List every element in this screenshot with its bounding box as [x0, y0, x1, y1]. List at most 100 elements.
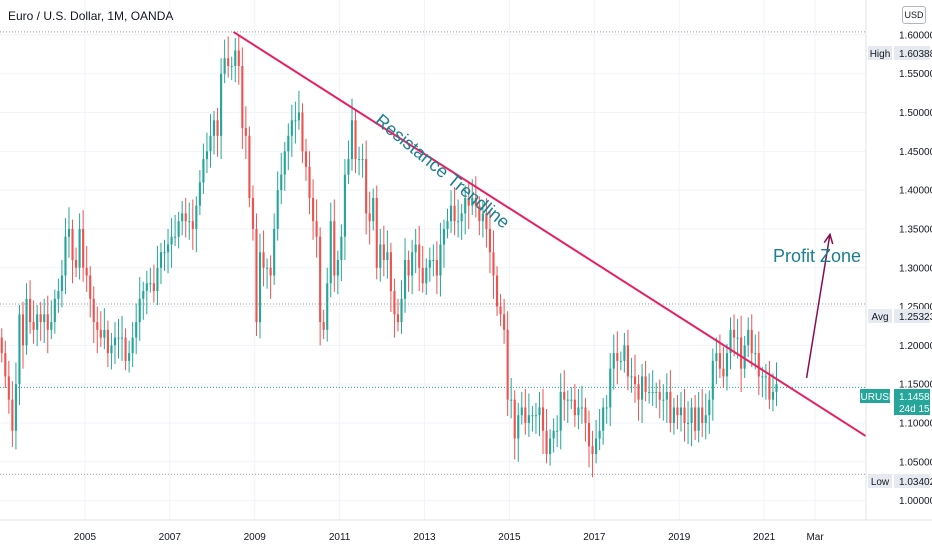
candle-body — [729, 329, 732, 354]
svg-text:EURUSD: EURUSD — [854, 392, 896, 403]
candle-body — [658, 391, 661, 400]
candle-body — [566, 399, 569, 401]
candle-body — [212, 120, 216, 136]
candle-body — [481, 213, 484, 222]
candle-body — [174, 236, 177, 238]
candle-body — [191, 221, 194, 229]
candle-body — [626, 345, 629, 377]
candle-body — [513, 399, 516, 439]
price-tags: High 1.60388 Avg 1.25323 Low 1.03402 EUR… — [854, 46, 932, 488]
candle-body — [262, 252, 265, 268]
candle-body — [149, 283, 152, 285]
current-price-tag: EURUSD 1.14581 24d 15h — [854, 389, 932, 415]
candle-body — [131, 337, 134, 354]
candle-body — [287, 135, 290, 152]
candle-body — [457, 221, 460, 223]
candle-body — [598, 430, 601, 439]
candle-body — [771, 391, 775, 400]
candle-body — [545, 430, 548, 455]
candle-body — [672, 407, 675, 423]
candle-body — [60, 275, 63, 292]
candle-body — [556, 430, 559, 432]
candle-body — [676, 407, 679, 416]
candle-body — [534, 415, 538, 417]
candle-body — [662, 399, 665, 401]
candle-body — [775, 384, 778, 392]
candle-body — [181, 213, 184, 222]
candle-body — [170, 236, 173, 245]
svg-text:1.25323: 1.25323 — [899, 312, 932, 323]
candle-body — [312, 197, 315, 222]
candle-body — [580, 407, 583, 409]
candle-body — [517, 415, 520, 439]
candle-body — [110, 345, 113, 354]
candle-body — [0, 337, 3, 354]
candle-body — [333, 221, 336, 276]
time-tick-label: 2017 — [583, 532, 606, 543]
candle-body — [736, 337, 739, 339]
candle-body — [471, 197, 474, 206]
candle-body — [630, 376, 633, 378]
candle-body — [50, 322, 53, 330]
candle-body — [96, 322, 99, 330]
candle-body — [25, 298, 28, 346]
candle-body — [319, 236, 322, 323]
candle-body — [361, 159, 364, 161]
candle-body — [358, 159, 361, 161]
candle-body — [142, 291, 145, 299]
candle-body — [754, 353, 757, 355]
candle-body — [651, 391, 654, 393]
candle-body — [223, 58, 226, 74]
candle-body — [251, 197, 254, 229]
candle-body — [120, 337, 124, 339]
candle-body — [725, 353, 729, 377]
price-tick-label: 1.45000 — [899, 147, 932, 158]
candle-body — [711, 360, 714, 400]
profit-arrow-shaft — [805, 234, 831, 379]
candle-body — [205, 151, 209, 160]
svg-text:1.03402: 1.03402 — [899, 477, 932, 488]
price-tick-label: 1.05000 — [899, 457, 932, 468]
candle-body — [227, 58, 230, 66]
candle-body — [308, 166, 311, 198]
avg-tag: Avg 1.25323 — [868, 309, 932, 323]
candle-body — [273, 228, 276, 276]
reference-lines — [0, 31, 866, 475]
svg-text:24d 15h: 24d 15h — [899, 404, 932, 415]
price-tick-label: 1.40000 — [899, 186, 932, 197]
candle-body — [372, 197, 375, 222]
candle-body — [103, 329, 106, 338]
candle-body — [7, 376, 10, 400]
candle-body — [740, 337, 743, 369]
candle-body — [280, 174, 283, 191]
candle-body — [375, 197, 378, 268]
candle-body — [21, 314, 25, 346]
high-tag: High 1.60388 — [868, 46, 932, 60]
price-tick-label: 1.60000 — [899, 30, 932, 41]
candle-body — [432, 260, 435, 261]
candle-body — [757, 353, 760, 377]
candle-body — [304, 151, 308, 167]
candle-body — [276, 190, 279, 229]
candle-body — [350, 120, 354, 160]
candle-body — [474, 197, 477, 206]
candle-body — [67, 228, 71, 237]
candle-body — [241, 65, 244, 129]
candle-body — [46, 314, 49, 330]
price-axis-background — [866, 0, 932, 550]
currency-badge[interactable]: USD — [902, 6, 926, 24]
candle-body — [53, 298, 56, 323]
candle-body — [301, 112, 304, 152]
candle-body — [237, 50, 240, 66]
candle-body — [460, 213, 463, 222]
candle-body — [347, 159, 350, 175]
candle-body — [82, 228, 85, 268]
candle-body — [665, 391, 668, 400]
candle-body — [202, 159, 205, 183]
candle-body — [761, 376, 764, 378]
candle-body — [552, 430, 555, 439]
candle-body — [718, 353, 721, 369]
candle-body — [329, 221, 332, 284]
candle-body — [768, 376, 771, 400]
